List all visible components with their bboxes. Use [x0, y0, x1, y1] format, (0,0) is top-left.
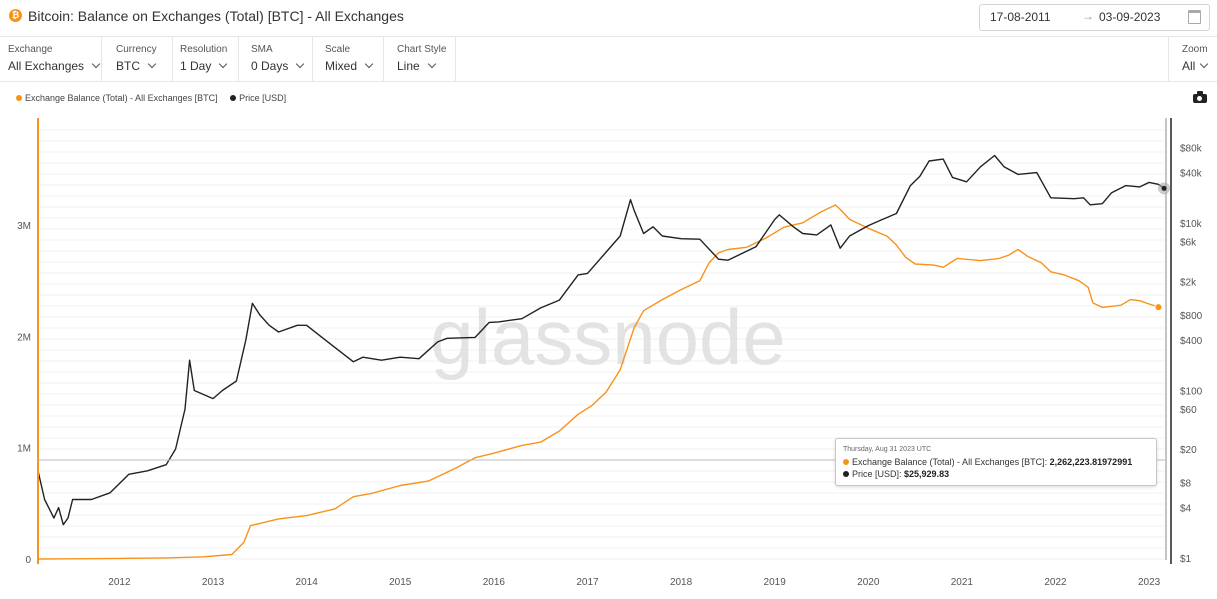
- price-marker: [1161, 185, 1167, 191]
- right-tick-label: $800: [1180, 311, 1203, 322]
- left-tick-label: 0: [25, 555, 31, 566]
- chart-header: ₿ Bitcoin: Balance on Exchanges (Total) …: [0, 0, 1217, 37]
- right-tick-label: $6k: [1180, 238, 1197, 249]
- x-tick-label: 2015: [389, 577, 412, 588]
- tooltip-price-value: $25,929.83: [904, 469, 950, 479]
- date-to-input[interactable]: 03-09-2023: [1099, 10, 1161, 24]
- series-dot-icon: [843, 471, 849, 477]
- left-axis: 0 1M 2M 3M: [17, 221, 31, 566]
- camera-icon[interactable]: [1193, 91, 1207, 103]
- chevron-down-icon: [364, 59, 374, 69]
- tooltip-price-row: Price [USD]: $25,929.83: [843, 469, 949, 479]
- x-tick-label: 2016: [483, 577, 506, 588]
- right-tick-label: $60: [1180, 405, 1197, 416]
- sma-label: SMA: [251, 44, 273, 55]
- x-tick-label: 2021: [951, 577, 974, 588]
- series-lines: [37, 154, 1165, 560]
- x-tick-label: 2019: [764, 577, 787, 588]
- exchange-balance-line: [37, 204, 1159, 560]
- scale-value[interactable]: Mixed: [325, 59, 374, 73]
- right-tick-label: $2k: [1180, 278, 1197, 289]
- left-tick-label: 3M: [17, 221, 31, 232]
- right-tick-label: $400: [1180, 336, 1203, 347]
- legend-dot-icon: [16, 95, 22, 101]
- resolution-value[interactable]: 1 Day: [180, 59, 228, 73]
- chart-style-value[interactable]: Line: [397, 59, 436, 73]
- sma-dropdown[interactable]: SMA 0 Days: [243, 37, 313, 81]
- x-tick-label: 2014: [296, 577, 319, 588]
- x-tick-label: 2023: [1138, 577, 1161, 588]
- chart-style-dropdown[interactable]: Chart Style Line: [389, 37, 456, 81]
- x-tick-label: 2020: [857, 577, 880, 588]
- chevron-down-icon: [147, 59, 157, 69]
- right-tick-label: $8: [1180, 478, 1192, 489]
- calendar-icon[interactable]: [1188, 10, 1201, 24]
- arrow-right-icon: →: [1082, 9, 1094, 23]
- x-tick-label: 2022: [1044, 577, 1067, 588]
- right-axis: $1 $4 $8 $20 $60 $100 $400 $800 $2k $6k $10k $40k $8…: [1180, 143, 1203, 565]
- right-tick-label: $100: [1180, 387, 1203, 398]
- currency-value[interactable]: BTC: [116, 59, 157, 73]
- watermark: glassnode: [430, 293, 786, 381]
- right-tick-label: $20: [1180, 445, 1197, 456]
- chevron-down-icon: [427, 59, 436, 69]
- resolution-label: Resolution: [180, 44, 228, 55]
- sma-value[interactable]: 0 Days: [251, 59, 305, 73]
- currency-label: Currency: [116, 44, 157, 55]
- chevron-down-icon: [91, 59, 101, 69]
- chart-legend: Exchange Balance (Total) - All Exchanges…: [16, 93, 296, 103]
- x-axis: 2012 2013 2014 2015 2016 2017 2018 2019 2020 2021…: [108, 577, 1160, 588]
- chevron-down-icon: [1200, 59, 1209, 69]
- balance-marker: [1154, 303, 1163, 312]
- right-tick-label: $40k: [1180, 169, 1203, 180]
- right-tick-label: $80k: [1180, 143, 1203, 154]
- x-tick-label: 2017: [576, 577, 599, 588]
- exchange-dropdown[interactable]: Exchange All Exchanges: [0, 37, 102, 81]
- hover-tooltip: Thursday, Aug 31 2023 UTC Exchange Balan…: [835, 438, 1157, 486]
- x-tick-label: 2018: [670, 577, 693, 588]
- resolution-dropdown[interactable]: Resolution 1 Day: [172, 37, 239, 81]
- grid-lines: [38, 129, 1165, 560]
- zoom-dropdown[interactable]: Zoom All: [1168, 37, 1217, 81]
- left-tick-label: 2M: [17, 332, 31, 343]
- currency-dropdown[interactable]: Currency BTC: [108, 37, 173, 81]
- price-line: [37, 154, 1165, 526]
- chevron-down-icon: [296, 59, 305, 69]
- tooltip-balance-row: Exchange Balance (Total) - All Exchanges…: [843, 457, 1132, 467]
- right-tick-label: $4: [1180, 504, 1192, 515]
- legend-item-exchange-balance[interactable]: Exchange Balance (Total) - All Exchanges…: [16, 93, 218, 103]
- date-from-input[interactable]: 17-08-2011: [990, 10, 1051, 24]
- date-range-picker[interactable]: 17-08-2011 → 03-09-2023: [979, 4, 1210, 31]
- bitcoin-icon: ₿: [9, 9, 22, 22]
- left-tick-label: 1M: [17, 444, 31, 455]
- exchange-label: Exchange: [8, 44, 53, 55]
- right-tick-label: $1: [1180, 554, 1192, 565]
- zoom-value[interactable]: All: [1182, 59, 1209, 73]
- scale-dropdown[interactable]: Scale Mixed: [317, 37, 384, 81]
- page-title: Bitcoin: Balance on Exchanges (Total) [B…: [28, 8, 404, 24]
- exchange-value[interactable]: All Exchanges: [8, 59, 101, 73]
- legend-dot-icon: [230, 95, 237, 101]
- legend-item-price[interactable]: Price [USD]: [230, 93, 286, 103]
- zoom-label: Zoom: [1182, 44, 1208, 55]
- series-dot-icon: [843, 459, 849, 465]
- right-tick-label: $10k: [1180, 219, 1203, 230]
- chart-controls-bar: Exchange All Exchanges Currency BTC Reso…: [0, 37, 1217, 82]
- tooltip-date: Thursday, Aug 31 2023 UTC: [843, 446, 932, 453]
- chevron-down-icon: [219, 59, 228, 69]
- scale-label: Scale: [325, 44, 351, 55]
- chart-style-label: Chart Style: [397, 44, 447, 55]
- x-tick-label: 2012: [108, 577, 131, 588]
- x-tick-label: 2013: [202, 577, 225, 588]
- tooltip-balance-value: 2,262,223.81972991: [1049, 457, 1133, 467]
